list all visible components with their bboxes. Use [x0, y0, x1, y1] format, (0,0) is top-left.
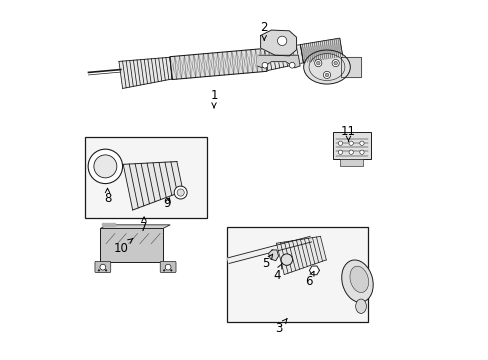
Text: 3: 3	[274, 319, 286, 335]
Bar	[100, 228, 163, 262]
Circle shape	[170, 269, 172, 271]
Polygon shape	[102, 223, 115, 226]
Circle shape	[281, 254, 292, 265]
Text: 11: 11	[340, 125, 355, 141]
Circle shape	[88, 149, 122, 184]
Ellipse shape	[303, 50, 349, 84]
Bar	[85, 137, 206, 218]
FancyBboxPatch shape	[95, 261, 110, 273]
Text: 7: 7	[140, 217, 147, 234]
Polygon shape	[227, 237, 311, 264]
Circle shape	[323, 71, 330, 78]
Ellipse shape	[355, 299, 366, 314]
Bar	[226, 226, 367, 321]
Circle shape	[333, 61, 337, 65]
Text: 10: 10	[113, 238, 133, 255]
Polygon shape	[300, 38, 342, 63]
Circle shape	[165, 264, 171, 270]
Polygon shape	[119, 57, 172, 89]
Circle shape	[94, 155, 117, 178]
Circle shape	[277, 36, 286, 45]
Circle shape	[174, 186, 187, 199]
Circle shape	[163, 269, 165, 271]
Circle shape	[316, 61, 320, 65]
Circle shape	[98, 269, 100, 271]
Text: 1: 1	[210, 89, 217, 108]
Bar	[333, 132, 370, 159]
FancyBboxPatch shape	[160, 261, 176, 273]
Polygon shape	[309, 266, 319, 275]
Polygon shape	[257, 55, 300, 68]
Polygon shape	[341, 57, 360, 77]
Text: 2: 2	[260, 21, 267, 40]
Circle shape	[289, 62, 294, 68]
Text: 8: 8	[103, 188, 111, 205]
Circle shape	[100, 264, 105, 270]
Circle shape	[359, 150, 364, 154]
Circle shape	[314, 59, 321, 67]
Polygon shape	[268, 250, 278, 261]
Circle shape	[338, 141, 342, 145]
Polygon shape	[123, 162, 183, 210]
Polygon shape	[260, 30, 296, 56]
Text: 9: 9	[163, 197, 171, 210]
Polygon shape	[100, 225, 170, 228]
Circle shape	[348, 150, 353, 154]
Polygon shape	[170, 49, 266, 80]
Bar	[340, 159, 362, 166]
Circle shape	[325, 73, 328, 77]
Text: 4: 4	[272, 263, 282, 282]
Circle shape	[348, 141, 353, 145]
Circle shape	[359, 141, 364, 145]
Circle shape	[331, 59, 339, 67]
Polygon shape	[276, 237, 325, 275]
Text: 5: 5	[262, 254, 272, 270]
Text: 6: 6	[305, 271, 313, 288]
Polygon shape	[264, 45, 303, 71]
Circle shape	[338, 150, 342, 154]
Ellipse shape	[349, 266, 368, 293]
Circle shape	[262, 62, 267, 68]
Ellipse shape	[341, 260, 372, 302]
Circle shape	[177, 189, 184, 196]
Circle shape	[105, 269, 107, 271]
